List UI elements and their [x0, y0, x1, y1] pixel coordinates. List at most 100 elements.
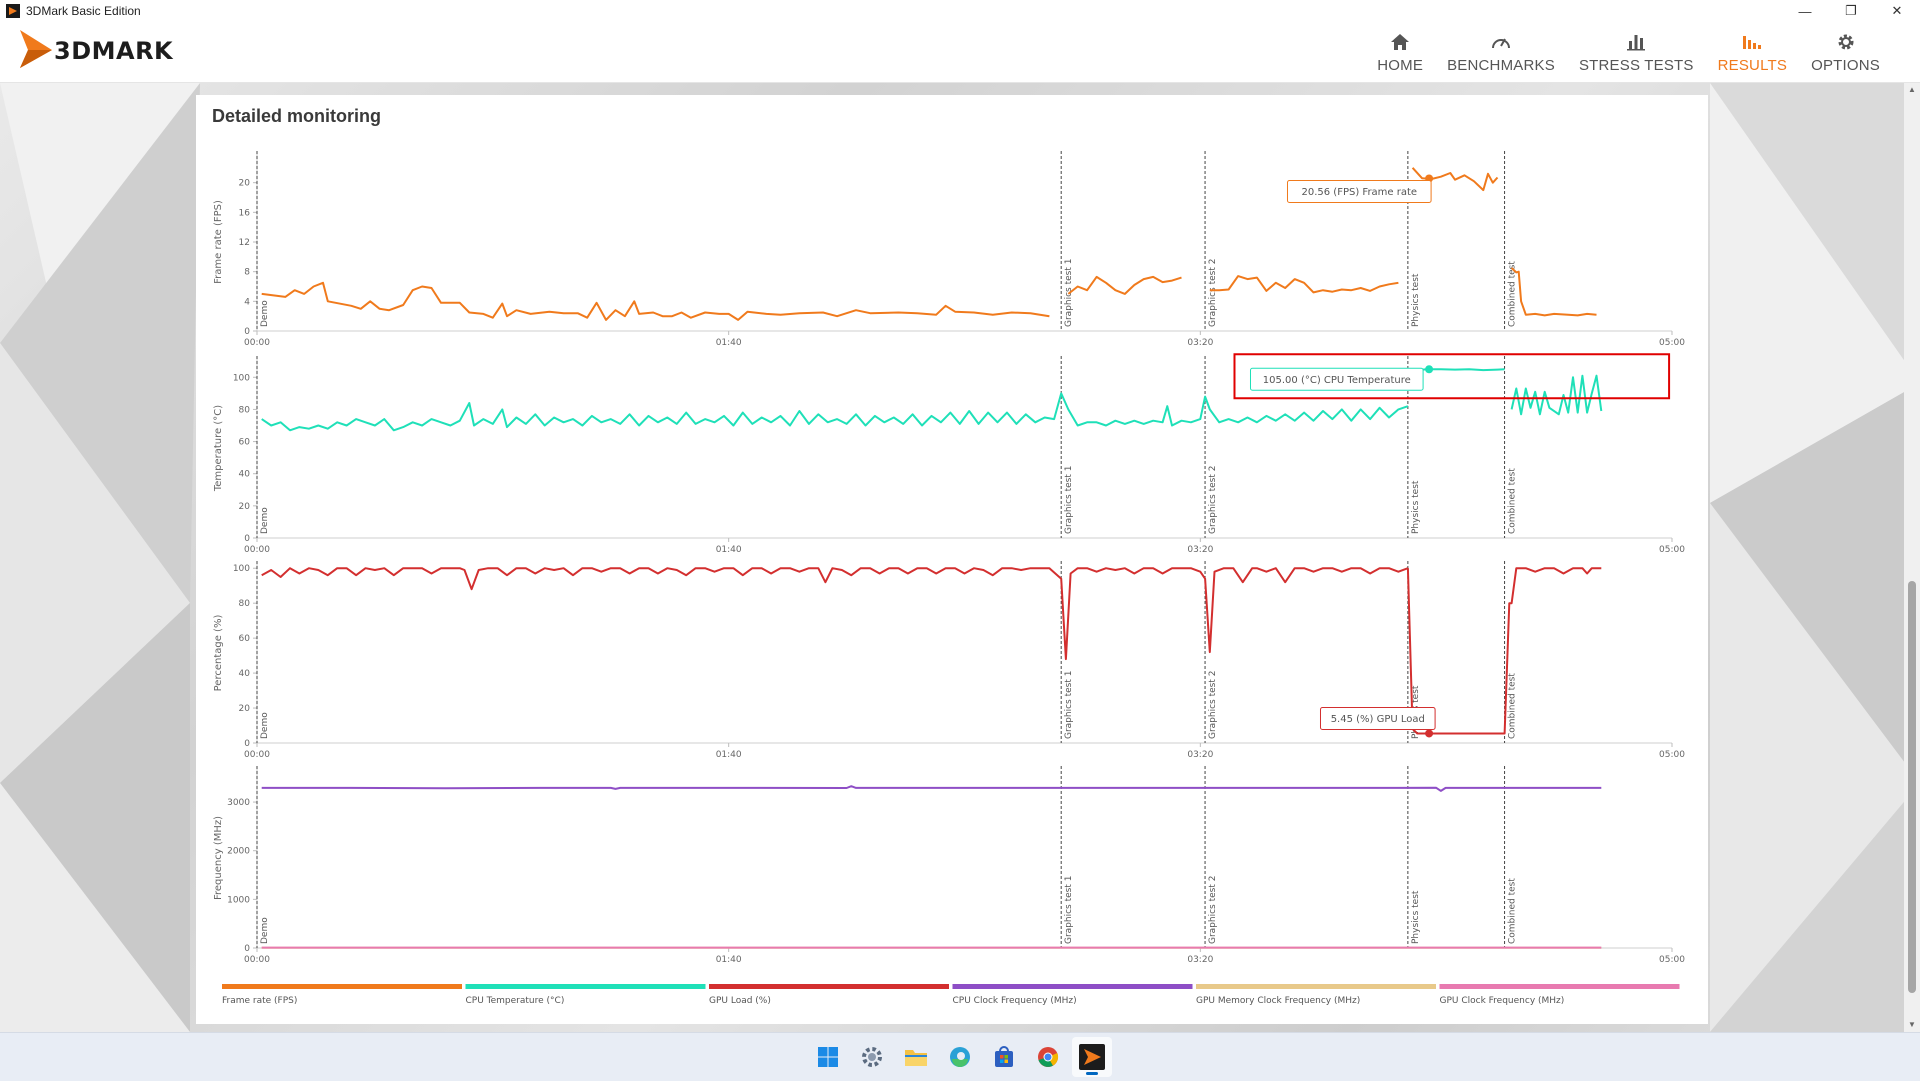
- y-axis-label: Percentage (%): [213, 615, 224, 692]
- legend-swatch: [709, 984, 949, 989]
- legend-swatch: [222, 984, 462, 989]
- close-button[interactable]: ✕: [1891, 3, 1903, 18]
- legend-label: CPU Temperature (°C): [466, 996, 565, 1006]
- x-tick-label: 03:20: [1187, 545, 1213, 555]
- x-tick-label: 05:00: [1659, 338, 1685, 348]
- test-marker-label: Graphics test 1: [1064, 671, 1074, 739]
- series-line: [1406, 567, 1602, 735]
- gear-icon: [1836, 31, 1856, 53]
- scroll-down-arrow-icon[interactable]: ▼: [1908, 1020, 1916, 1029]
- 3dmark-logo-icon: [20, 30, 52, 68]
- legend-label: GPU Memory Clock Frequency (MHz): [1196, 996, 1360, 1006]
- 3dmark-logo[interactable]: 3DMARK: [18, 28, 173, 70]
- series-line: [261, 785, 1602, 792]
- test-marker-label: Graphics test 1: [1064, 876, 1074, 944]
- legend-label: Frame rate (FPS): [222, 996, 297, 1006]
- test-marker-label: Graphics test 2: [1208, 671, 1218, 739]
- nav-options[interactable]: OPTIONS: [1811, 22, 1880, 82]
- x-tick-label: 05:00: [1659, 750, 1685, 760]
- test-marker-label: Demo: [260, 712, 270, 739]
- y-tick-label: 60: [239, 634, 251, 644]
- tooltip-text: 20.56 (FPS) Frame rate: [1302, 187, 1418, 198]
- nav-results-label: RESULTS: [1717, 56, 1788, 74]
- tooltip-box: [1319, 706, 1436, 730]
- y-tick-label: 2000: [227, 847, 250, 857]
- speedometer-icon: [1490, 31, 1512, 53]
- nav-benchmarks-label: BENCHMARKS: [1447, 56, 1555, 74]
- y-tick-label: 16: [239, 208, 251, 218]
- y-tick-label: 20: [239, 502, 251, 512]
- y-tick-label: 20: [239, 704, 251, 714]
- test-marker-label: Physics test: [1411, 890, 1421, 944]
- x-tick-label: 03:20: [1187, 955, 1213, 965]
- series-line: [261, 281, 1050, 321]
- panel-title: Detailed monitoring: [212, 106, 382, 126]
- settings-icon[interactable]: [852, 1037, 892, 1077]
- tooltip-point: [1425, 729, 1434, 738]
- legend-label: CPU Clock Frequency (MHz): [953, 996, 1077, 1006]
- window-title: 3DMark Basic Edition: [26, 4, 141, 18]
- test-marker-label: Graphics test 2: [1208, 876, 1218, 944]
- y-tick-label: 60: [239, 438, 251, 448]
- test-marker-label: Graphics test 2: [1208, 259, 1218, 327]
- y-axis-label: Frame rate (FPS): [213, 200, 224, 284]
- y-tick-label: 1000: [227, 895, 250, 905]
- y-tick-label: 0: [244, 534, 250, 544]
- y-tick-label: 80: [239, 405, 251, 415]
- x-tick-label: 03:20: [1187, 750, 1213, 760]
- x-tick-label: 01:40: [716, 545, 742, 555]
- x-tick-label: 01:40: [716, 955, 742, 965]
- vertical-scrollbar[interactable]: ▲ ▼: [1904, 83, 1920, 1032]
- y-axis-label: Temperature (°C): [213, 405, 224, 492]
- edge-browser-icon[interactable]: [940, 1037, 980, 1077]
- x-tick-label: 00:00: [244, 545, 270, 555]
- test-marker-label: Physics test: [1411, 273, 1421, 327]
- maximize-button[interactable]: ❐: [1845, 3, 1857, 18]
- legend-label: GPU Load (%): [709, 996, 771, 1006]
- nav-options-label: OPTIONS: [1811, 56, 1880, 74]
- test-marker-label: Physics test: [1411, 480, 1421, 534]
- legend-swatch: [465, 984, 706, 989]
- x-tick-label: 05:00: [1659, 955, 1685, 965]
- nav-home[interactable]: HOME: [1377, 22, 1423, 82]
- y-tick-label: 0: [244, 944, 250, 954]
- file-explorer-icon[interactable]: [896, 1037, 936, 1077]
- store-icon[interactable]: [984, 1037, 1024, 1077]
- 3dmark-taskbar-app[interactable]: [1072, 1037, 1112, 1077]
- y-tick-label: 100: [233, 373, 250, 383]
- y-tick-label: 100: [233, 564, 250, 574]
- y-tick-label: 80: [239, 599, 251, 609]
- chrome-browser-icon[interactable]: [1028, 1037, 1068, 1077]
- nav-stress-tests[interactable]: STRESS TESTS: [1579, 22, 1694, 82]
- minimize-button[interactable]: —: [1798, 3, 1812, 19]
- nav-home-label: HOME: [1377, 56, 1424, 74]
- x-tick-label: 00:00: [244, 338, 270, 348]
- nav-results[interactable]: RESULTS: [1718, 22, 1787, 82]
- test-marker-label: Combined test: [1508, 673, 1518, 739]
- series-line: [261, 392, 1409, 432]
- series-line: [1510, 267, 1597, 317]
- test-marker-label: Demo: [260, 917, 270, 944]
- windows-start-icon[interactable]: [808, 1037, 848, 1077]
- logo-text: 3DMARK: [54, 37, 174, 65]
- monitoring-charts[interactable]: 0 4 8 12 16 20 Frame rate (FPS) 00:00 01:40 03:20…: [196, 95, 1708, 1024]
- y-tick-label: 8: [244, 268, 250, 278]
- legend-swatch: [952, 984, 1193, 989]
- scroll-up-arrow-icon[interactable]: ▲: [1908, 85, 1916, 94]
- y-tick-label: 20: [239, 179, 251, 189]
- y-axis-label: Frequency (MHz): [213, 816, 224, 900]
- test-marker-label: Demo: [260, 507, 270, 534]
- series-line: [1510, 374, 1603, 416]
- series-line: [1209, 275, 1399, 294]
- legend-swatch: [1196, 984, 1436, 989]
- polygon-background: [0, 83, 1920, 1032]
- home-icon: [1390, 31, 1410, 53]
- results-icon: [1741, 31, 1763, 53]
- y-tick-label: 0: [244, 739, 250, 749]
- detailed-monitoring-panel: Detailed monitoring 0 4 8 12 16 20 Frame rate …: [196, 95, 1708, 1024]
- y-tick-label: 3000: [227, 798, 250, 808]
- y-tick-label: 40: [239, 470, 251, 480]
- scrollbar-thumb[interactable]: [1908, 581, 1916, 993]
- series-line: [261, 567, 1409, 661]
- nav-benchmarks[interactable]: BENCHMARKS: [1447, 22, 1555, 82]
